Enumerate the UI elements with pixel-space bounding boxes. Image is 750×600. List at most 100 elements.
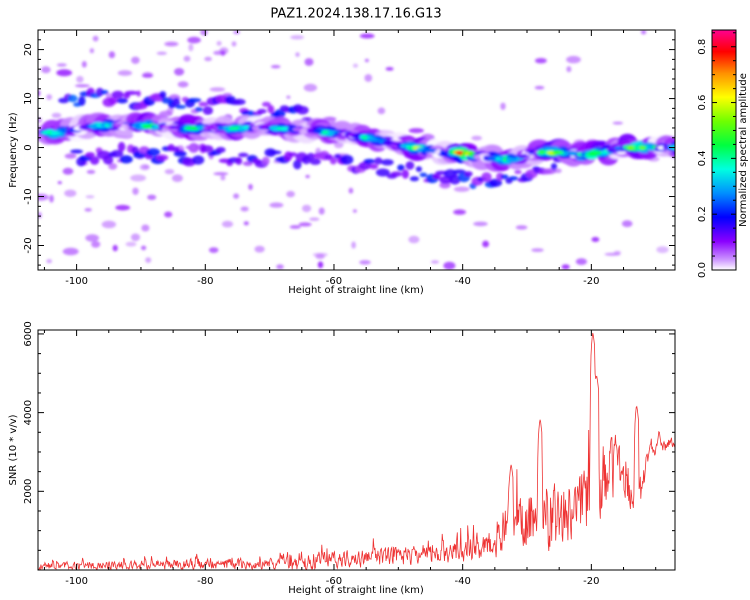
secondary-band-blob	[159, 91, 167, 99]
secondary-band-blob	[194, 107, 203, 112]
noise-blob	[141, 224, 150, 232]
colorbar-tick-label: 0.4	[697, 150, 708, 166]
secondary-band-blob	[192, 155, 205, 165]
secondary-band-blob	[198, 101, 209, 107]
spectrogram-xtick-label: -100	[65, 276, 88, 287]
snr-series-line	[38, 332, 675, 570]
secondary-band-blob	[449, 174, 461, 185]
noise-blob	[183, 55, 191, 62]
noise-blob	[115, 204, 131, 211]
secondary-band-blob	[95, 87, 104, 97]
secondary-band-blob	[100, 90, 109, 95]
noise-blob	[515, 225, 528, 230]
secondary-band-blob	[202, 106, 213, 115]
noise-blob	[164, 211, 173, 218]
secondary-band-blob	[514, 169, 522, 175]
colorbar: 0.0 0.2 0.4 0.6 0.8 Normalized spectral ampl…	[697, 29, 749, 278]
ridge-blob	[675, 146, 684, 152]
spectrogram-xtick-label: -80	[197, 276, 213, 287]
secondary-band-blob	[108, 97, 119, 105]
noise-blob	[534, 85, 545, 90]
secondary-band-blob	[111, 90, 124, 99]
secondary-band-blob	[116, 97, 128, 104]
secondary-band-blob	[432, 173, 441, 180]
secondary-band-blob	[500, 174, 509, 180]
secondary-band-blob	[257, 108, 267, 114]
noise-blob	[430, 260, 440, 264]
noise-blob	[304, 58, 314, 66]
secondary-band-blob	[329, 157, 337, 165]
spectrogram-xtick-label: -40	[454, 276, 470, 287]
noise-blob	[171, 174, 183, 182]
secondary-band-blob	[542, 168, 557, 175]
snr-xtick-label: -100	[65, 576, 88, 587]
spectrogram-xlabel: Height of straight line (km)	[288, 285, 424, 296]
noise-blob	[188, 43, 194, 52]
noise-blob	[92, 35, 99, 42]
noise-blob	[91, 240, 101, 248]
noise-blob	[130, 233, 141, 242]
noise-blob	[75, 84, 90, 88]
spectrogram-xtick-label: -20	[583, 276, 599, 287]
noise-blob	[57, 181, 62, 185]
noise-blob	[500, 102, 506, 111]
noise-blob	[233, 193, 240, 199]
snr-xlabel: Height of straight line (km)	[288, 585, 424, 596]
noise-blob	[85, 195, 95, 199]
secondary-band-blob	[508, 176, 519, 181]
noise-blob	[38, 117, 43, 124]
noise-blob	[364, 58, 369, 63]
noise-blob	[408, 128, 424, 134]
secondary-band-blob	[390, 171, 403, 177]
noise-blob	[289, 225, 301, 229]
noise-blob	[86, 169, 96, 174]
ridge-blob	[423, 148, 434, 153]
noise-blob	[453, 209, 466, 215]
secondary-band-blob	[146, 148, 161, 157]
snr-ticks: -100 -80 -60 -40 -20 2000 4000 6000	[23, 321, 675, 587]
noise-blob	[269, 202, 284, 208]
secondary-band-blob	[363, 158, 376, 164]
noise-blob	[317, 261, 324, 269]
noise-blob	[145, 257, 152, 263]
noise-blob	[208, 247, 219, 254]
snr-ytick-label: 2000	[23, 479, 34, 504]
noise-blob	[164, 169, 175, 175]
secondary-band-blob	[172, 97, 180, 108]
noise-blob	[286, 190, 295, 198]
noise-blob	[101, 220, 117, 229]
noise-blob	[62, 167, 74, 175]
noise-blob	[351, 241, 356, 249]
noise-blob	[76, 75, 84, 83]
noise-blob	[295, 52, 300, 57]
spectrogram-heatmap	[38, 30, 685, 270]
secondary-band-blob	[188, 142, 199, 153]
colorbar-label: Normalized spectral amplitude	[738, 73, 749, 227]
noise-blob	[51, 112, 62, 119]
secondary-band-blob	[324, 154, 334, 161]
noise-blob	[112, 244, 118, 252]
noise-blob	[248, 183, 253, 191]
noise-blob	[108, 162, 118, 170]
noise-blob	[85, 234, 100, 242]
noise-blob	[125, 241, 137, 247]
ridge-blob	[675, 146, 685, 150]
secondary-band-blob	[238, 152, 249, 158]
noise-blob	[213, 50, 224, 56]
noise-blob	[621, 220, 633, 228]
noise-blob	[377, 107, 386, 115]
spectrogram-xtick-label: -60	[326, 276, 342, 287]
noise-blob	[108, 51, 116, 59]
noise-blob	[656, 246, 669, 254]
colorbar-tick-label: 0.8	[697, 39, 708, 55]
noise-blob	[117, 70, 133, 76]
snr-background	[38, 330, 675, 570]
secondary-band-blob	[274, 109, 286, 119]
noise-blob	[305, 174, 310, 179]
noise-blob	[641, 30, 647, 35]
secondary-band-blob	[306, 152, 315, 161]
secondary-band-blob	[201, 145, 214, 153]
noise-blob	[359, 33, 375, 39]
secondary-band-blob	[401, 169, 409, 179]
